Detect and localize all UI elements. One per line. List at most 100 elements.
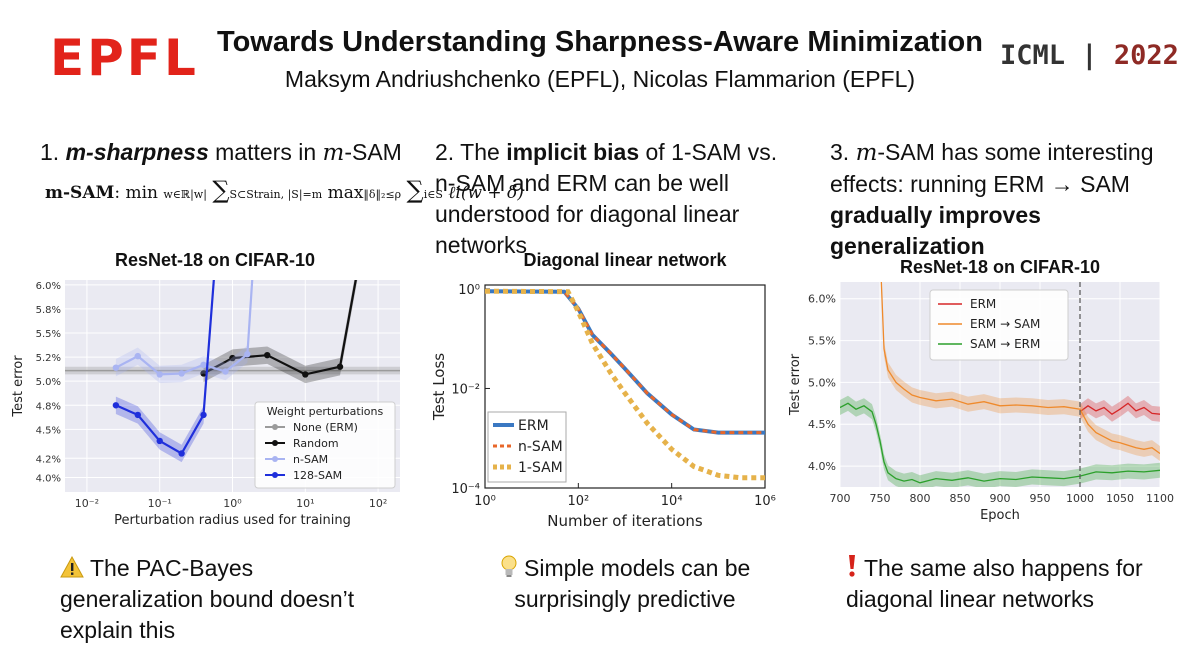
chart1-ytick-label: 5.0%	[36, 377, 61, 388]
chart3-legend: ERM ERM → SAM SAM → ERM	[929, 289, 1069, 361]
chart1-point	[229, 354, 236, 362]
chart1-point	[112, 402, 120, 409]
chart1-point	[336, 363, 344, 370]
chart1-legend-marker	[272, 440, 278, 446]
col2-heading-bold: implicit bias	[506, 139, 640, 165]
chart3-xtick-label: 700	[830, 492, 851, 505]
chart1-point	[134, 352, 141, 360]
chart-resnet-epochs: 4.0% 4.5% 5.0% 5.5% 6.0% 700 750 800 850 900 950 10…	[788, 282, 1174, 523]
chart3-xtick-label: 1100	[1146, 492, 1174, 505]
chart1-point	[200, 361, 207, 368]
chart1-series-line-3	[115, 280, 215, 456]
chart2-xtick-label: 10⁶	[754, 494, 776, 509]
chart2-ytick-label: 10⁰	[458, 283, 480, 298]
chart2-ytick-label: 10⁻⁴	[451, 482, 480, 497]
col3-heading-italic: m	[855, 140, 878, 166]
chart3-ytick-label: 4.0%	[808, 460, 836, 473]
chart1-ytick-label: 4.5%	[36, 425, 61, 436]
col3-footer: The same also happens for diagonal linea…	[846, 553, 1166, 615]
chart1-point	[156, 437, 163, 445]
chart3-xtick-label: 900	[990, 492, 1011, 505]
chart3-series-line-2	[840, 402, 1160, 484]
chart1-point	[200, 411, 207, 419]
col1-heading-prefix: 1.	[40, 139, 66, 165]
chart3-xtick-label: 950	[1030, 492, 1051, 505]
chart1-legend-title: Weight perturbations	[267, 405, 384, 418]
chart3-series-line-0	[1079, 402, 1160, 416]
formula-min: : min	[114, 183, 158, 203]
chart1-point	[244, 351, 251, 358]
chart1-ytick-label: 4.0%	[36, 474, 61, 485]
epfl-logo-text: EPFL	[50, 29, 199, 87]
chart2-series-line-1	[484, 289, 765, 435]
chart1-xtick-label: 10⁰	[223, 497, 242, 510]
chart3-xtick-label: 850	[950, 492, 971, 505]
chart1-ytick-label: 5.8%	[36, 305, 61, 316]
chart2-ytick-label: 10⁻²	[451, 382, 480, 397]
chart3-title: ResNet-18 on CIFAR-10	[899, 257, 1101, 277]
chart1-ytick-label: 4.8%	[36, 401, 61, 412]
chart1-point	[178, 370, 185, 377]
poster-title: Towards Understanding Sharpness-Aware Mi…	[217, 26, 983, 58]
chart1-ytick-label: 5.5%	[36, 329, 61, 340]
col1-footer: The PAC-Bayes generalization bound doesn…	[60, 553, 400, 646]
chart2-legend-label: n-SAM	[518, 439, 563, 455]
formula-max: max	[327, 183, 364, 203]
lightbulb-icon	[501, 555, 517, 577]
epfl-logo: EPFL	[50, 28, 199, 88]
chart2-legend: ERM n-SAM 1-SAM	[487, 411, 567, 483]
chart3-ytick-label: 6.0%	[808, 293, 836, 306]
chart1-legend-box	[254, 401, 396, 489]
chart1-xtick-label: 10⁻¹	[148, 497, 172, 510]
chart3-ytick-label: 4.5%	[808, 418, 836, 431]
chart1-ytick-label: 6.0%	[36, 281, 61, 292]
chart1-point	[178, 450, 185, 457]
chart1-legend-label: n-SAM	[293, 453, 328, 466]
chart1-xtick-label: 10²	[369, 497, 387, 510]
chart1-series-line-1	[202, 280, 357, 376]
chart1-point	[222, 368, 229, 375]
col1-heading: 1. m-sharpness matters in m-SAM	[40, 137, 410, 169]
formula-sum-sub: S⊂Strain, |S|=m	[229, 188, 323, 201]
chart2-title: Diagonal linear network	[523, 250, 727, 270]
chart1-title: ResNet-18 on CIFAR-10	[114, 250, 316, 270]
chart3-ytick-label: 5.0%	[808, 376, 836, 389]
formula-max-sub: ‖δ‖₂≤ρ	[363, 188, 402, 201]
chart3-band-1	[881, 282, 1160, 462]
exclamation-icon	[849, 555, 855, 577]
col1-heading-mid: matters in	[208, 139, 323, 165]
chart1-legend-marker	[272, 456, 278, 462]
authors: Maksym Andriushchenko (EPFL), Nicolas Fl…	[284, 66, 916, 92]
warning-icon	[60, 555, 84, 578]
chart2-xtick-label: 10⁴	[661, 494, 683, 509]
chart3-xtick-label: 800	[910, 492, 931, 505]
venue-badge: ICML | 2022	[1000, 40, 1179, 71]
chart2-xlabel: Number of iterations	[547, 512, 703, 530]
chart1-legend-marker	[272, 472, 278, 478]
chart1-point	[156, 371, 163, 378]
chart3-legend-label: ERM	[970, 297, 996, 311]
chart1-point	[264, 351, 271, 359]
chart2-legend-label: ERM	[518, 418, 549, 434]
col1-heading-suffix: -SAM	[344, 139, 402, 165]
chart2-xtick-label: 10²	[567, 494, 589, 509]
msam-formula: m-SAM: min w∈ℝ|w| ∑S⊂Strain, |S|=m max‖δ…	[45, 176, 524, 204]
chart3-legend-box	[929, 289, 1069, 361]
col2-footer-text: Simple models can be surprisingly predic…	[514, 555, 751, 612]
chart1-xlabel: Perturbation radius used for training	[114, 513, 351, 528]
col2-heading: 2. The implicit bias of 1-SAM vs. n-SAM …	[435, 137, 795, 261]
col3-heading-mid: -SAM has some interesting effects: runni…	[830, 139, 1154, 197]
venue-name: ICML	[1000, 40, 1066, 71]
chart1-series-line-2	[115, 280, 254, 376]
chart3-legend-label: ERM → SAM	[970, 317, 1040, 331]
chart1-legend: Weight perturbations None (ERM) Random n-SA…	[254, 401, 396, 489]
chart3-band-2	[840, 395, 1160, 487]
chart1-legend-label: None (ERM)	[293, 421, 358, 434]
venue-separator: |	[1081, 40, 1098, 71]
chart1-legend-label: Random	[293, 437, 339, 450]
chart3-xlabel: Epoch	[980, 508, 1020, 523]
formula-label: m-SAM	[45, 183, 115, 203]
chart3-series-group	[840, 282, 1160, 487]
chart3-ytick-label: 5.5%	[808, 335, 836, 348]
chart-diagonal-linear-network: 10⁰ 10² 10⁴ 10⁶ 10⁰ 10⁻² 10⁻⁴ Number of iterati…	[430, 283, 776, 530]
